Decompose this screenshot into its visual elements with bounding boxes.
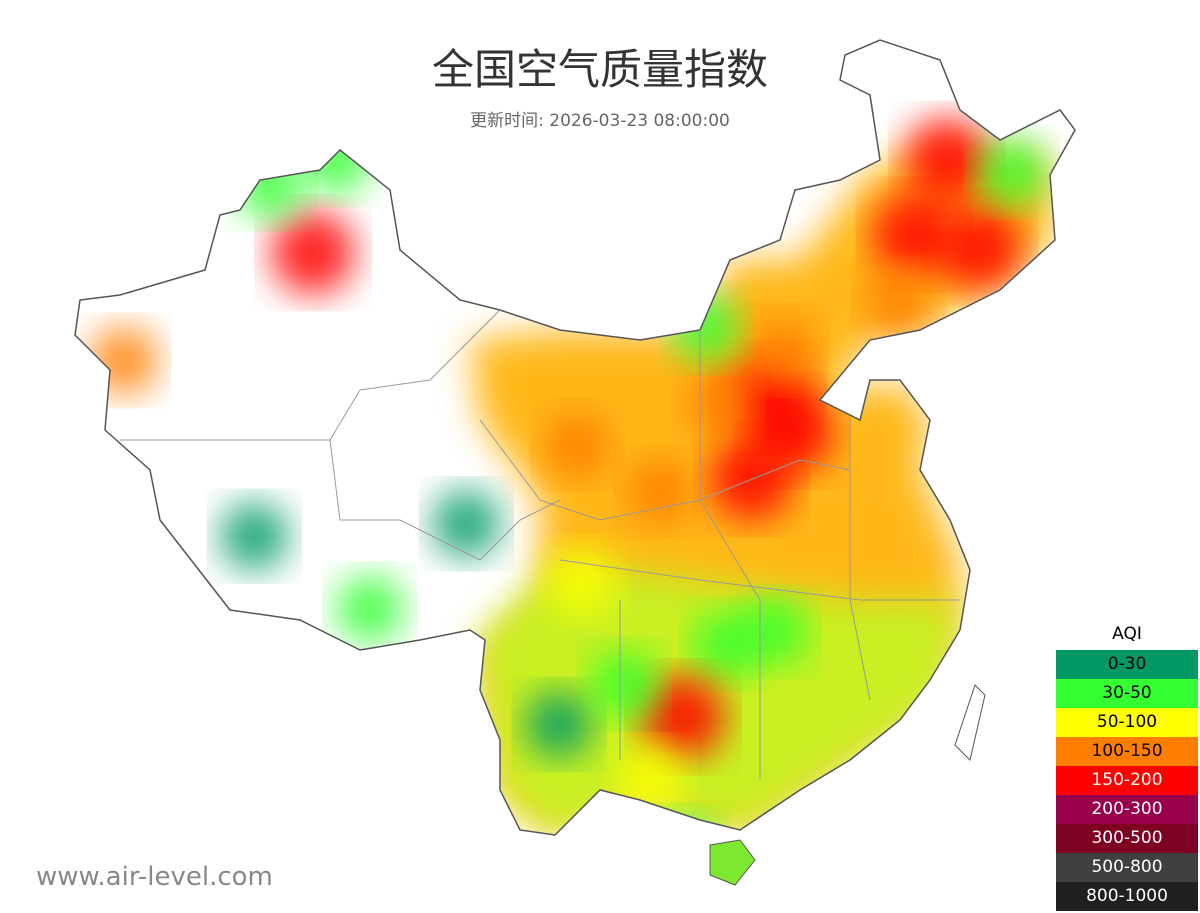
legend-item: 800-1000 xyxy=(1056,882,1198,911)
legend-item: 0-30 xyxy=(1056,650,1198,679)
aqi-hotspot xyxy=(937,205,1022,290)
aqi-legend: AQI 0-30 30-50 50-100 100-150 150-200 200-300… xyxy=(1056,620,1198,911)
aqi-hotspot xyxy=(432,489,501,558)
aqi-hotspot xyxy=(740,597,809,666)
aqi-hotspot xyxy=(547,547,616,616)
country-border xyxy=(74,39,1076,836)
aqi-hotspot xyxy=(236,150,305,219)
aqi-hotspot xyxy=(543,411,612,480)
legend-item: 200-300 xyxy=(1056,795,1198,824)
legend-item: 30-50 xyxy=(1056,679,1198,708)
aqi-hotspot xyxy=(590,650,659,719)
aqi-hotspot xyxy=(709,436,794,521)
site-watermark: www.air-level.com xyxy=(36,862,273,892)
aqi-hotspot xyxy=(684,369,753,438)
aqi-hotspot xyxy=(626,457,695,526)
hainan xyxy=(709,839,756,886)
aqi-hotspot xyxy=(616,745,685,814)
legend-title: AQI xyxy=(1112,624,1142,644)
aqi-hotspot xyxy=(525,690,594,759)
page-title: 全国空气质量指数 xyxy=(431,45,768,94)
aqi-hotspot xyxy=(748,316,817,385)
update-time: 更新时间: 2026-03-23 08:00:00 xyxy=(470,111,730,131)
legend-item: 150-200 xyxy=(1056,766,1198,795)
aqi-hotspot xyxy=(270,210,355,295)
aqi-hotspot xyxy=(640,674,725,759)
aqi-hotspot xyxy=(905,117,990,202)
legend-item: 50-100 xyxy=(1056,708,1198,737)
aqi-hotspot xyxy=(648,816,717,835)
aqi-hotspot xyxy=(336,575,405,644)
legend-item: 300-500 xyxy=(1056,824,1198,853)
legend-item: 500-800 xyxy=(1056,853,1198,882)
taiwan xyxy=(954,684,986,761)
aqi-hotspot xyxy=(864,268,933,337)
aqi-hotspot xyxy=(220,502,289,571)
aqi-hotspot xyxy=(671,293,740,362)
aqi-hotspot xyxy=(872,193,957,278)
legend-item: 100-150 xyxy=(1056,737,1198,766)
aqi-hotspot xyxy=(301,125,370,194)
province-borders xyxy=(120,309,960,780)
aqi-hotspot xyxy=(978,138,1047,207)
